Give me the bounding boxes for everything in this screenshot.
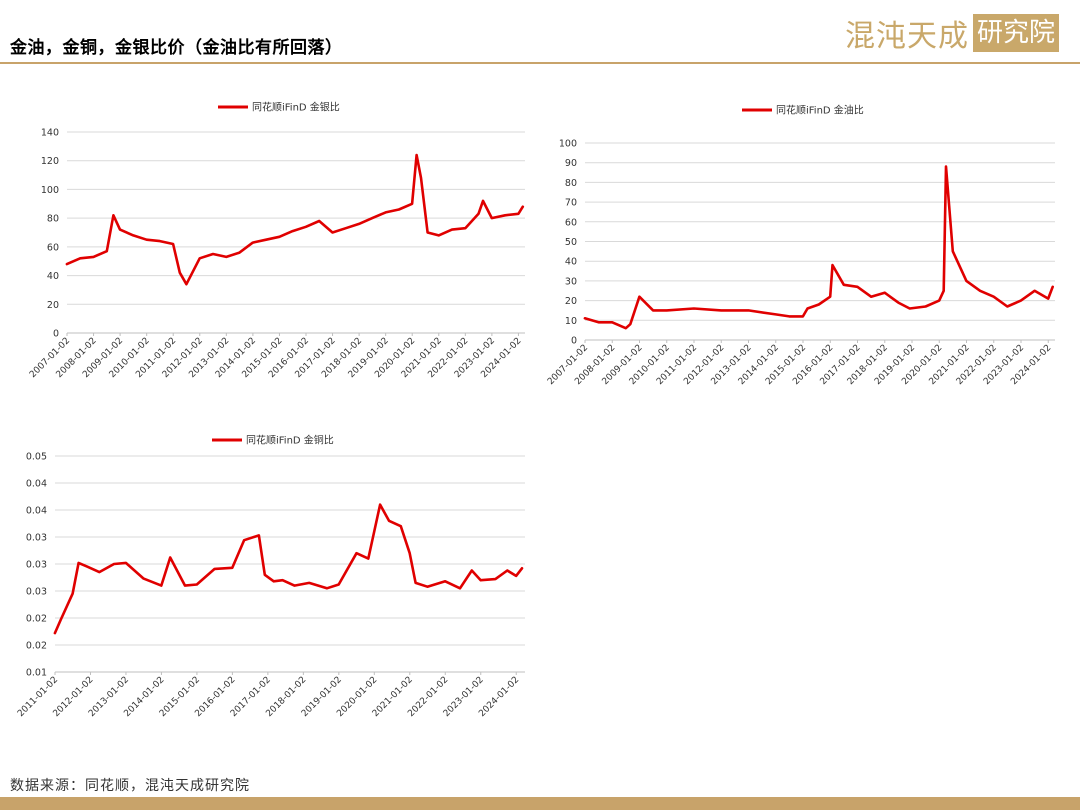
footer-bar (0, 797, 1080, 810)
y-tick-label: 40 (47, 271, 59, 282)
legend-label: 同花顺iFinD 金铜比 (246, 434, 334, 447)
y-tick-label: 60 (47, 242, 59, 253)
logo-box-text: 研究院 (973, 14, 1060, 52)
y-tick-label: 0.04 (26, 479, 47, 490)
y-tick-label: 0.03 (26, 533, 47, 544)
y-tick-label: 0.05 (26, 452, 47, 463)
series-line (583, 165, 1055, 330)
y-tick-label: 70 (565, 198, 577, 209)
legend-label: 同花顺iFinD 金银比 (252, 101, 340, 114)
y-tick-label: 120 (41, 156, 59, 167)
y-tick-label: 100 (559, 139, 577, 150)
y-tick-label: 0.01 (26, 668, 47, 679)
y-tick-label: 40 (565, 257, 577, 268)
y-tick-label: 0 (571, 336, 577, 347)
header-rule (0, 62, 1080, 64)
chart-gold-silver-ratio: 0204060801001201402007-01-022008-01-0220… (28, 101, 525, 380)
y-tick-label: 20 (565, 296, 577, 307)
y-tick-label: 0.02 (26, 614, 47, 625)
logo-text: 混沌天成 (845, 19, 969, 54)
y-tick-label: 100 (41, 185, 59, 196)
y-tick-label: 90 (565, 158, 577, 169)
y-tick-label: 80 (565, 178, 577, 189)
y-tick-label: 0.04 (26, 506, 47, 517)
logo: 混沌天成 研究院 (845, 12, 1060, 54)
y-tick-label: 20 (47, 300, 59, 311)
page-title: 金油，金铜，金银比价（金油比有所回落） (10, 38, 343, 58)
y-tick-label: 60 (565, 217, 577, 228)
chart-gold-oil-ratio: 01020304050607080901002007-01-022008-01-… (546, 104, 1055, 387)
chart-gold-copper-ratio: 0.010.020.020.030.030.030.040.040.052011… (16, 434, 525, 719)
y-tick-label: 140 (41, 128, 59, 139)
y-tick-label: 10 (565, 316, 577, 327)
y-tick-label: 0 (53, 329, 59, 340)
y-tick-label: 0.03 (26, 587, 47, 598)
series-line (65, 153, 525, 286)
legend-label: 同花顺iFinD 金油比 (776, 104, 864, 117)
y-tick-label: 80 (47, 214, 59, 225)
source-note: 数据来源：同花顺，混沌天成研究院 (10, 778, 250, 794)
y-tick-label: 0.02 (26, 641, 47, 652)
y-tick-label: 50 (565, 237, 577, 248)
y-tick-label: 30 (565, 276, 577, 287)
series-line (53, 503, 524, 635)
y-tick-label: 0.03 (26, 560, 47, 571)
